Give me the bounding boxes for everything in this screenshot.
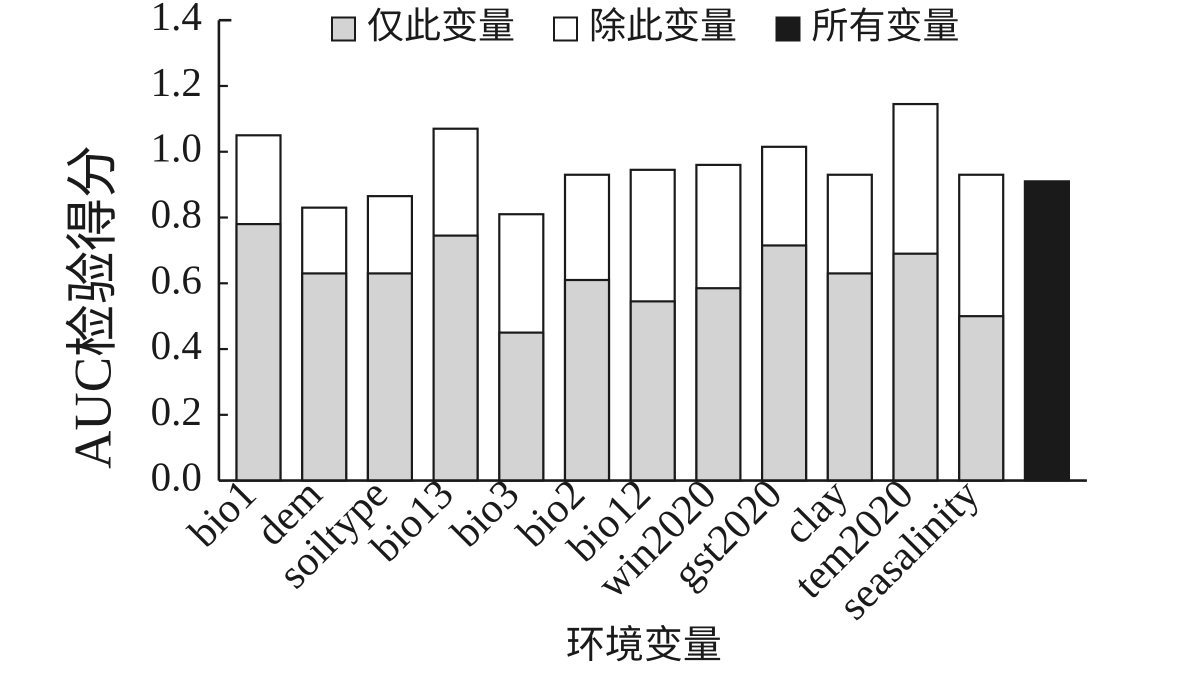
svg-text:0.4: 0.4	[151, 322, 202, 368]
svg-text:0.6: 0.6	[151, 256, 202, 302]
svg-text:环境变量: 环境变量	[566, 624, 722, 667]
svg-text:所有变量: 所有变量	[812, 7, 960, 48]
svg-text:1.0: 1.0	[151, 125, 202, 171]
svg-text:0.8: 0.8	[151, 191, 202, 237]
svg-text:除此变量: 除此变量	[589, 7, 737, 48]
svg-text:0.2: 0.2	[151, 388, 202, 434]
svg-text:1.2: 1.2	[151, 59, 202, 105]
svg-text:AUC检验得分: AUC检验得分	[65, 145, 123, 469]
svg-text:0.0: 0.0	[151, 454, 202, 500]
svg-text:1.4: 1.4	[151, 0, 202, 39]
svg-text:仅此变量: 仅此变量	[367, 7, 515, 48]
